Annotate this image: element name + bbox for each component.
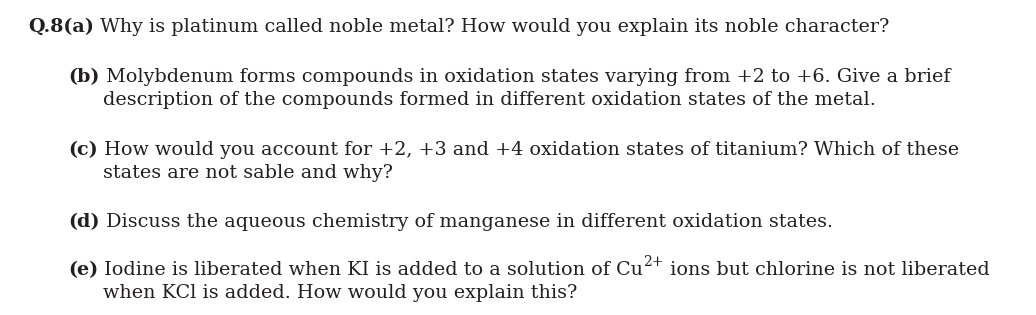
Text: (d): (d) [68,213,99,231]
Text: ions but chlorine is not liberated: ions but chlorine is not liberated [664,261,989,279]
Text: Molybdenum forms compounds in oxidation states varying from +2 to +6. Give a bri: Molybdenum forms compounds in oxidation … [99,68,950,86]
Text: (c): (c) [68,141,97,159]
Text: Why is platinum called noble metal? How would you explain its noble character?: Why is platinum called noble metal? How … [94,18,889,36]
Text: How would you account for +2, +3 and +4 oxidation states of titanium? Which of t: How would you account for +2, +3 and +4 … [97,141,959,159]
Text: (e): (e) [68,261,98,279]
Text: Iodine is liberated when KI is added to a solution of Cu: Iodine is liberated when KI is added to … [98,261,643,279]
Text: when KCl is added. How would you explain this?: when KCl is added. How would you explain… [103,284,577,302]
Text: Discuss the aqueous chemistry of manganese in different oxidation states.: Discuss the aqueous chemistry of mangane… [99,213,833,231]
Text: states are not sable and why?: states are not sable and why? [103,164,393,182]
Text: description of the compounds formed in different oxidation states of the metal.: description of the compounds formed in d… [103,91,875,109]
Text: (b): (b) [68,68,99,86]
Text: Q.8(a): Q.8(a) [28,18,94,36]
Text: 2+: 2+ [643,255,664,269]
